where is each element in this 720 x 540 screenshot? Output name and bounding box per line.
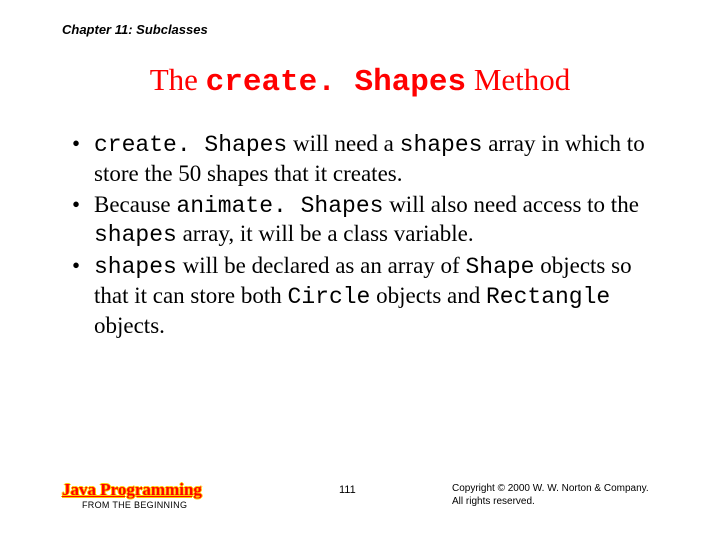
code-span: create. Shapes <box>94 132 287 158</box>
text-span: will need a <box>287 131 399 156</box>
text-span: objects and <box>370 283 486 308</box>
copyright: Copyright © 2000 W. W. Norton & Company.… <box>452 482 649 508</box>
book-title: Java Programming <box>62 480 202 500</box>
title-post: Method <box>466 62 570 97</box>
slide-footer: Java Programming FROM THE BEGINNING 111 … <box>62 480 690 520</box>
code-span: shapes <box>400 132 483 158</box>
code-span: Rectangle <box>486 284 610 310</box>
text-span: will also need access to the <box>383 192 638 217</box>
code-span: Circle <box>288 284 371 310</box>
text-span: will be declared as an array of <box>177 253 466 278</box>
copyright-line2: All rights reserved. <box>452 496 535 507</box>
bullet-list: create. Shapes will need a shapes array … <box>72 130 662 340</box>
title-pre: The <box>150 62 206 97</box>
copyright-line1: Copyright © 2000 W. W. Norton & Company. <box>452 483 649 494</box>
title-code: create. Shapes <box>206 65 466 100</box>
code-span: shapes <box>94 222 177 248</box>
chapter-label: Chapter 11: Subclasses <box>62 22 208 37</box>
text-span: array, it will be a class variable. <box>177 221 474 246</box>
bullet-item: shapes will be declared as an array of S… <box>72 252 662 340</box>
slide-title: The create. Shapes Method <box>0 62 720 100</box>
bullet-item: create. Shapes will need a shapes array … <box>72 130 662 189</box>
page-number: 111 <box>339 484 356 496</box>
code-span: Shape <box>465 254 534 280</box>
code-span: shapes <box>94 254 177 280</box>
bullet-item: Because animate. Shapes will also need a… <box>72 191 662 251</box>
text-span: objects. <box>94 313 165 338</box>
slide-body: create. Shapes will need a shapes array … <box>72 130 662 342</box>
book-subtitle: FROM THE BEGINNING <box>82 500 187 510</box>
text-span: Because <box>94 192 176 217</box>
code-span: animate. Shapes <box>176 193 383 219</box>
